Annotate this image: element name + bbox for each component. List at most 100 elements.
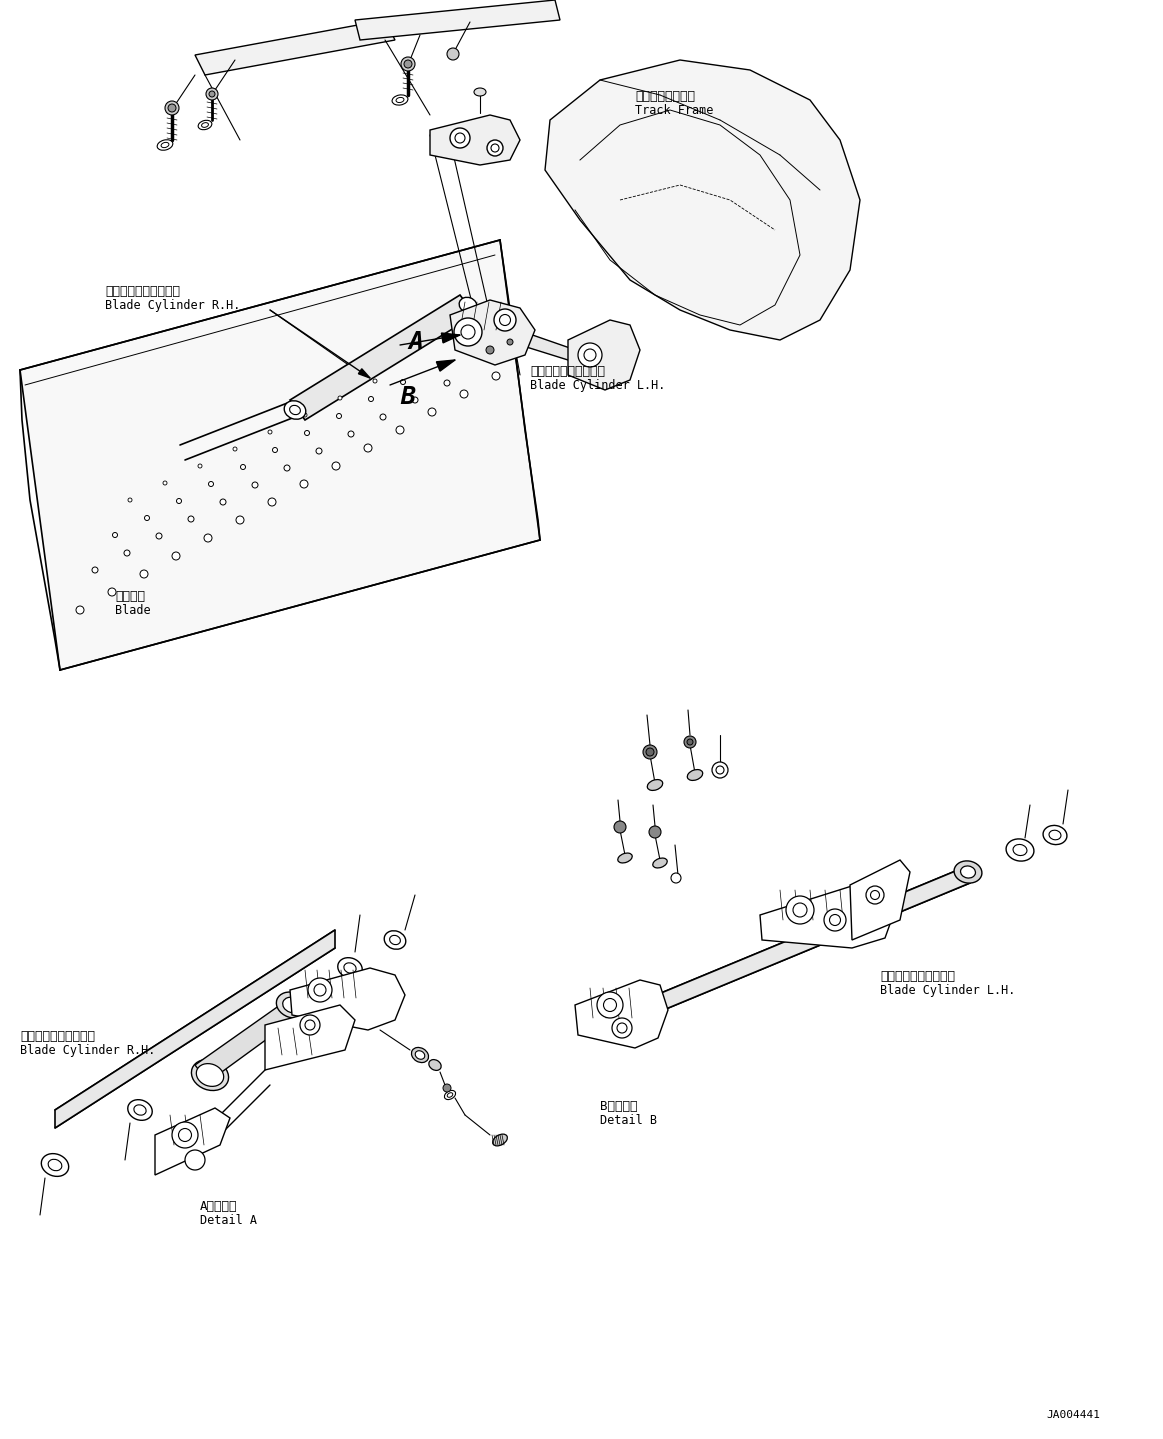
Polygon shape xyxy=(355,0,561,40)
Circle shape xyxy=(649,826,661,837)
Circle shape xyxy=(487,140,504,155)
Circle shape xyxy=(687,740,693,745)
Circle shape xyxy=(404,60,412,68)
Text: Track Frame: Track Frame xyxy=(635,104,713,117)
Polygon shape xyxy=(430,115,520,165)
Text: Detail A: Detail A xyxy=(200,1215,257,1227)
Circle shape xyxy=(645,748,654,755)
Ellipse shape xyxy=(337,958,362,979)
Circle shape xyxy=(209,91,215,96)
Ellipse shape xyxy=(954,861,982,884)
Circle shape xyxy=(172,553,180,560)
Circle shape xyxy=(128,498,131,502)
Text: JA004441: JA004441 xyxy=(1046,1410,1100,1420)
Ellipse shape xyxy=(277,991,308,1017)
Circle shape xyxy=(866,886,884,904)
Ellipse shape xyxy=(157,140,173,150)
Circle shape xyxy=(348,432,354,437)
Text: トラックフレーム: トラックフレーム xyxy=(635,91,695,104)
Ellipse shape xyxy=(1013,845,1027,856)
Polygon shape xyxy=(568,319,640,390)
Polygon shape xyxy=(195,20,395,75)
Polygon shape xyxy=(290,295,475,420)
Text: ブレードシリンダ　右: ブレードシリンダ 右 xyxy=(20,1030,95,1043)
Ellipse shape xyxy=(616,1007,634,1022)
Circle shape xyxy=(284,465,290,471)
Ellipse shape xyxy=(475,88,486,96)
Text: Blade: Blade xyxy=(115,604,151,617)
Ellipse shape xyxy=(392,95,408,105)
Text: Blade Cylinder L.H.: Blade Cylinder L.H. xyxy=(530,378,665,391)
Circle shape xyxy=(447,47,459,60)
Polygon shape xyxy=(358,368,370,378)
Circle shape xyxy=(300,481,308,488)
Ellipse shape xyxy=(192,1059,229,1091)
Circle shape xyxy=(206,88,217,99)
Ellipse shape xyxy=(961,866,976,878)
Circle shape xyxy=(716,766,725,774)
Text: ブレード: ブレード xyxy=(115,590,145,603)
Ellipse shape xyxy=(448,1092,452,1098)
Circle shape xyxy=(338,396,342,400)
Circle shape xyxy=(305,430,309,436)
Circle shape xyxy=(172,1122,198,1148)
Polygon shape xyxy=(475,315,600,370)
Circle shape xyxy=(241,465,245,469)
Circle shape xyxy=(305,1020,315,1030)
Circle shape xyxy=(177,498,181,504)
Polygon shape xyxy=(20,240,540,671)
Circle shape xyxy=(163,481,167,485)
Circle shape xyxy=(113,532,117,538)
Ellipse shape xyxy=(128,1099,152,1121)
Circle shape xyxy=(395,426,404,435)
Circle shape xyxy=(308,979,331,1002)
Ellipse shape xyxy=(415,1050,424,1059)
Circle shape xyxy=(92,567,98,573)
Circle shape xyxy=(597,991,623,1017)
Polygon shape xyxy=(265,1004,355,1071)
Circle shape xyxy=(578,342,602,367)
Circle shape xyxy=(455,132,465,142)
Ellipse shape xyxy=(134,1105,147,1115)
Ellipse shape xyxy=(1006,839,1034,861)
Circle shape xyxy=(220,499,226,505)
Text: Detail B: Detail B xyxy=(600,1114,657,1127)
Circle shape xyxy=(272,448,278,452)
Circle shape xyxy=(494,309,516,331)
Ellipse shape xyxy=(197,1063,223,1086)
Ellipse shape xyxy=(42,1154,69,1177)
Ellipse shape xyxy=(290,406,300,414)
Circle shape xyxy=(208,482,214,486)
Text: ブレードシリンダ　左: ブレードシリンダ 左 xyxy=(880,970,955,983)
Circle shape xyxy=(188,517,194,522)
Ellipse shape xyxy=(429,1059,441,1071)
Polygon shape xyxy=(545,60,859,340)
Circle shape xyxy=(373,378,377,383)
Circle shape xyxy=(108,589,116,596)
Text: A　詳　細: A 詳 細 xyxy=(200,1200,237,1213)
Circle shape xyxy=(252,482,258,488)
Circle shape xyxy=(300,1014,320,1035)
Ellipse shape xyxy=(652,858,668,868)
Circle shape xyxy=(140,570,148,578)
Circle shape xyxy=(167,104,176,112)
Circle shape xyxy=(444,380,450,386)
Circle shape xyxy=(614,822,626,833)
Circle shape xyxy=(304,413,307,417)
Circle shape xyxy=(825,909,846,931)
Text: Blade Cylinder L.H.: Blade Cylinder L.H. xyxy=(880,984,1015,997)
Circle shape xyxy=(412,397,418,403)
Circle shape xyxy=(267,498,276,507)
Ellipse shape xyxy=(48,1160,62,1171)
Circle shape xyxy=(233,448,237,450)
Circle shape xyxy=(204,534,212,543)
Circle shape xyxy=(461,390,468,399)
Circle shape xyxy=(461,325,475,340)
Polygon shape xyxy=(575,980,668,1048)
Text: B: B xyxy=(400,386,415,409)
Circle shape xyxy=(156,532,162,540)
Circle shape xyxy=(76,606,84,614)
Circle shape xyxy=(454,318,481,345)
Polygon shape xyxy=(436,360,455,371)
Circle shape xyxy=(400,380,406,384)
